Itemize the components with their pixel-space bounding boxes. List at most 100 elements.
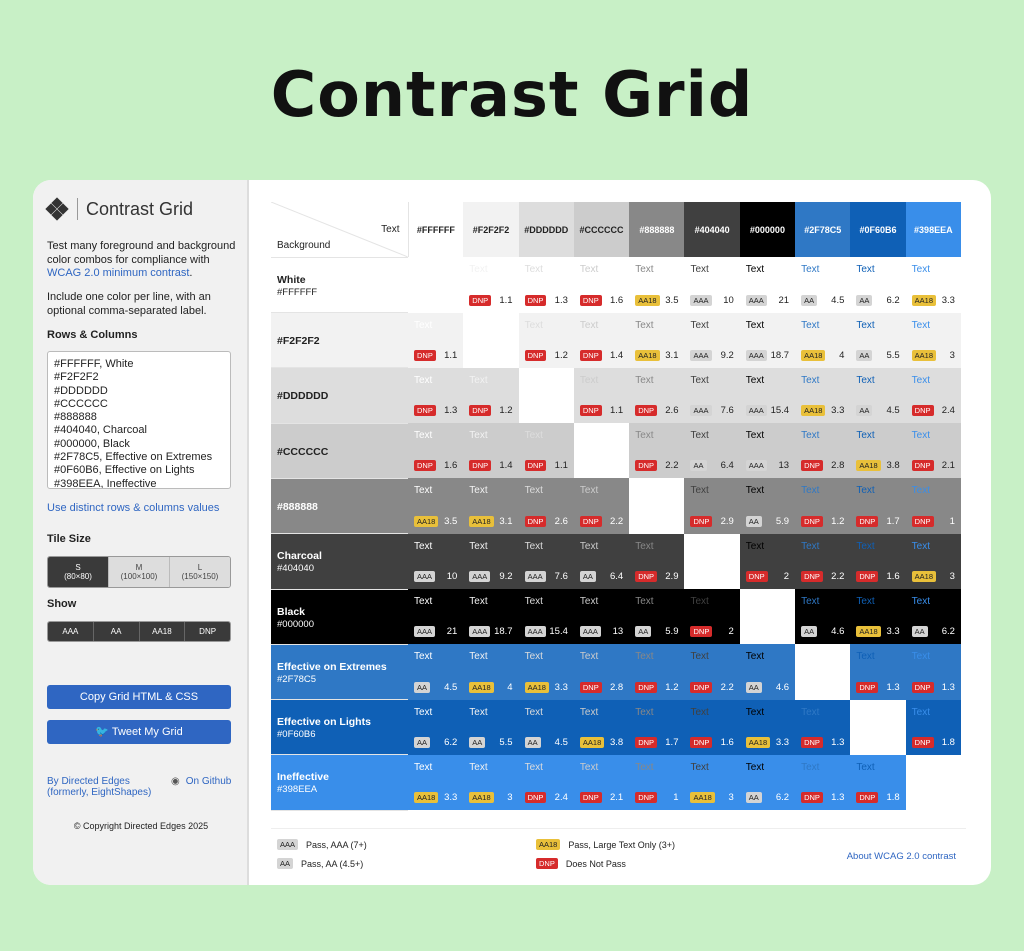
status-badge: DNP bbox=[414, 405, 436, 417]
grid-row: Black #000000 Text AAA 21 Text AAA 18.7 Text AAA 1… bbox=[271, 589, 961, 645]
contrast-cell: Text DNP 2.1 bbox=[905, 423, 961, 479]
tile-size-s[interactable]: S (80×80) bbox=[48, 557, 109, 587]
contrast-cell: Text AA18 3.3 bbox=[905, 257, 961, 313]
status-badge: AAA bbox=[414, 571, 436, 583]
contrast-ratio: 2.6 bbox=[554, 515, 568, 527]
wcag-link[interactable]: WCAG 2.0 minimum contrast bbox=[47, 267, 190, 279]
status-badge: DNP bbox=[414, 460, 436, 472]
cell-sample-text: Text bbox=[801, 761, 820, 773]
cell-sample-text: Text bbox=[856, 540, 875, 552]
contrast-cell: Text AA 4.5 bbox=[850, 367, 906, 424]
contrast-ratio: 1.7 bbox=[665, 736, 679, 748]
cell-sample-text: Text bbox=[801, 596, 820, 608]
contrast-cell bbox=[573, 423, 630, 479]
status-badge: DNP bbox=[801, 571, 823, 583]
twitter-icon: 🐦 bbox=[95, 726, 112, 738]
contrast-ratio: 2.8 bbox=[831, 460, 845, 472]
app-card: Contrast Grid Test many foreground and b… bbox=[33, 180, 991, 885]
grid-row: White #FFFFFF Text DNP 1.1 Text DNP 1.3 Text DNP 1… bbox=[271, 257, 961, 314]
contrast-cell: Text DNP 1.3 bbox=[795, 754, 851, 811]
column-header: #FFFFFF bbox=[408, 202, 464, 258]
cell-sample-text: Text bbox=[856, 430, 875, 442]
cell-sample-text: Text bbox=[911, 319, 931, 331]
show-dnp[interactable]: DNP bbox=[185, 622, 230, 641]
contrast-ratio: 2.9 bbox=[720, 515, 734, 527]
row-header: Charcoal #404040 bbox=[271, 533, 408, 590]
row-header: #CCCCCC bbox=[271, 423, 408, 479]
contrast-cell: Text DNP 1.8 bbox=[850, 754, 906, 811]
cell-sample-text: Text bbox=[579, 706, 599, 718]
contrast-ratio: 1.1 bbox=[499, 294, 513, 306]
status-badge: AAA bbox=[524, 626, 546, 638]
cell-sample-text: Text bbox=[745, 761, 765, 773]
contrast-cell: Text AAA 15.4 bbox=[518, 589, 574, 645]
cell-sample-text: Text bbox=[745, 485, 765, 497]
contrast-ratio: 6.2 bbox=[775, 792, 790, 804]
contrast-cell: Text DNP 1 bbox=[905, 478, 961, 534]
contrast-cell: Text AA18 3.8 bbox=[573, 699, 630, 755]
cell-sample-text: Text bbox=[579, 651, 599, 663]
status-badge: DNP bbox=[856, 515, 879, 527]
cell-sample-text: Text bbox=[414, 706, 433, 718]
cell-sample-text: Text bbox=[745, 430, 765, 442]
contrast-cell: Text AA 6.2 bbox=[739, 754, 796, 811]
about-wcag-link[interactable]: About WCAG 2.0 contrast bbox=[846, 851, 956, 862]
cell-sample-text: Text bbox=[856, 761, 875, 773]
show-aaa[interactable]: AAA bbox=[48, 622, 94, 641]
status-badge: AA18 bbox=[414, 792, 439, 804]
contrast-cell: Text DNP 2 bbox=[684, 589, 740, 645]
status-badge: DNP bbox=[856, 792, 879, 804]
status-badge: AA18 bbox=[690, 792, 715, 804]
tweet-button[interactable]: 🐦 Tweet My Grid bbox=[47, 720, 231, 744]
legend-badge-dnp: DNP bbox=[536, 858, 558, 869]
legend-label-aa18: Pass, Large Text Only (3+) bbox=[568, 839, 675, 850]
contrast-cell: Text AA18 3 bbox=[463, 754, 519, 811]
status-badge: AA bbox=[911, 626, 928, 638]
contrast-ratio: 4.5 bbox=[554, 736, 568, 748]
colors-textarea[interactable]: #FFFFFF, White #F2F2F2 #DDDDDD #CCCCCC #… bbox=[47, 351, 231, 489]
cell-sample-text: Text bbox=[801, 374, 820, 386]
directed-edges-link[interactable]: By Directed Edges (formerly, EightShapes… bbox=[47, 776, 152, 798]
copy-grid-button[interactable]: Copy Grid HTML & CSS bbox=[47, 685, 231, 709]
status-badge: AA18 bbox=[801, 349, 826, 361]
status-badge: AAA bbox=[745, 405, 767, 417]
cell-sample-text: Text bbox=[524, 430, 543, 442]
cell-sample-text: Text bbox=[524, 706, 543, 718]
contrast-cell: Text DNP 2.2 bbox=[573, 478, 630, 534]
show-filter: AAA AA AA18 DNP bbox=[47, 621, 231, 642]
row-hex: #2F78C5 bbox=[277, 673, 317, 685]
contrast-cell: Text AA18 3 bbox=[905, 533, 961, 590]
row-label: Charcoal bbox=[277, 550, 322, 563]
contrast-cell: Text AA 4.5 bbox=[518, 699, 574, 755]
show-aa[interactable]: AA bbox=[93, 622, 140, 641]
status-badge: AA18 bbox=[911, 349, 937, 361]
rows-columns-label: Rows & Columns bbox=[47, 329, 138, 341]
contrast-cell: Text AAA 9.2 bbox=[463, 533, 519, 590]
github-link[interactable]: On Github bbox=[185, 776, 232, 787]
row-label: Black bbox=[277, 605, 306, 618]
contrast-cell: Text DNP 1.6 bbox=[573, 257, 630, 313]
contrast-cell: Text AAA 15.4 bbox=[739, 367, 796, 424]
contrast-ratio: 4 bbox=[839, 349, 845, 361]
contrast-cell: Text DNP 2.2 bbox=[629, 423, 685, 479]
row-hex: #F2F2F2 bbox=[277, 335, 320, 348]
cell-sample-text: Text bbox=[856, 485, 875, 497]
brand[interactable]: Contrast Grid bbox=[45, 197, 193, 221]
contrast-cell: Text AA 6.4 bbox=[684, 423, 740, 479]
contrast-ratio: 3.5 bbox=[665, 294, 679, 306]
row-header: Effective on Lights #0F60B6 bbox=[271, 699, 408, 756]
distinct-values-link[interactable]: Use distinct rows & columns values bbox=[47, 502, 220, 514]
status-badge: AA18 bbox=[745, 736, 771, 748]
status-badge: AA bbox=[745, 515, 762, 527]
contrast-cell: Text DNP 1.3 bbox=[795, 699, 851, 755]
contrast-ratio: 2.1 bbox=[609, 792, 624, 804]
tile-size-l[interactable]: L (150×150) bbox=[170, 557, 230, 587]
tile-size-m[interactable]: M (100×100) bbox=[109, 557, 170, 587]
contrast-cell bbox=[629, 478, 685, 534]
status-badge: AA18 bbox=[856, 460, 881, 472]
row-hex: #404040 bbox=[277, 563, 314, 575]
contrast-cell: Text AA 6.2 bbox=[408, 699, 464, 755]
status-badge: AA bbox=[745, 681, 762, 693]
contrast-ratio: 18.7 bbox=[494, 626, 513, 638]
show-aa18[interactable]: AA18 bbox=[139, 622, 186, 641]
